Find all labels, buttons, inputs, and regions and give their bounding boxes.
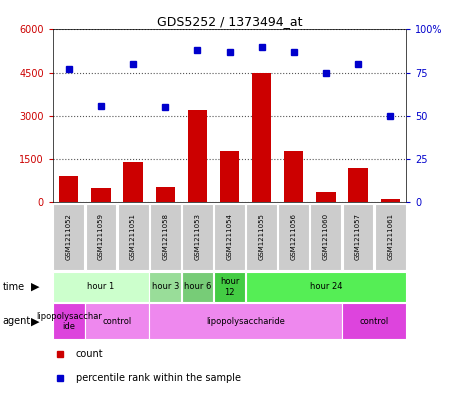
Bar	[348, 168, 368, 202]
Bar	[85, 204, 117, 270]
Text: hour 24: hour 24	[310, 283, 342, 291]
Text: agent: agent	[2, 316, 31, 326]
Bar	[53, 272, 149, 302]
Bar	[156, 187, 175, 202]
Bar	[91, 188, 111, 202]
Bar	[375, 204, 406, 270]
Text: percentile rank within the sample: percentile rank within the sample	[76, 373, 241, 383]
Text: hour 3: hour 3	[151, 283, 179, 291]
Bar	[182, 204, 213, 270]
Bar	[342, 204, 374, 270]
Bar	[59, 176, 78, 202]
Text: GSM1211055: GSM1211055	[258, 213, 265, 260]
Bar	[220, 151, 239, 202]
Text: GSM1211051: GSM1211051	[130, 213, 136, 260]
Text: hour 6: hour 6	[184, 283, 211, 291]
Bar	[246, 204, 277, 270]
Text: ▶: ▶	[31, 282, 40, 292]
Bar	[150, 303, 341, 339]
Bar	[118, 204, 149, 270]
Bar	[381, 199, 400, 202]
Bar	[85, 303, 149, 339]
Bar	[53, 204, 84, 270]
Bar	[316, 192, 336, 202]
Text: ▶: ▶	[31, 316, 40, 326]
Bar	[214, 204, 245, 270]
Text: GSM1211060: GSM1211060	[323, 213, 329, 260]
Text: GSM1211057: GSM1211057	[355, 213, 361, 260]
Bar	[342, 303, 406, 339]
Bar	[123, 162, 143, 202]
Bar	[252, 73, 271, 202]
Text: count: count	[76, 349, 103, 359]
Text: GSM1211054: GSM1211054	[226, 213, 233, 260]
Text: time: time	[2, 282, 24, 292]
Bar	[188, 110, 207, 202]
Text: GSM1211059: GSM1211059	[98, 213, 104, 260]
Text: control: control	[102, 317, 132, 326]
Text: GSM1211058: GSM1211058	[162, 213, 168, 260]
Bar	[150, 204, 181, 270]
Bar	[310, 204, 341, 270]
Title: GDS5252 / 1373494_at: GDS5252 / 1373494_at	[157, 15, 302, 28]
Text: hour
12: hour 12	[220, 277, 239, 297]
Text: GSM1211053: GSM1211053	[194, 213, 201, 260]
Bar	[182, 272, 213, 302]
Text: lipopolysaccharide: lipopolysaccharide	[206, 317, 285, 326]
Bar	[278, 204, 309, 270]
Bar	[246, 272, 406, 302]
Text: control: control	[359, 317, 389, 326]
Text: GSM1211052: GSM1211052	[66, 213, 72, 260]
Text: GSM1211061: GSM1211061	[387, 213, 393, 260]
Text: hour 1: hour 1	[87, 283, 115, 291]
Text: GSM1211056: GSM1211056	[291, 213, 297, 260]
Bar	[214, 272, 245, 302]
Bar	[53, 303, 84, 339]
Bar	[284, 151, 303, 202]
Bar	[150, 272, 181, 302]
Text: lipopolysacchar
ide: lipopolysacchar ide	[36, 312, 102, 331]
